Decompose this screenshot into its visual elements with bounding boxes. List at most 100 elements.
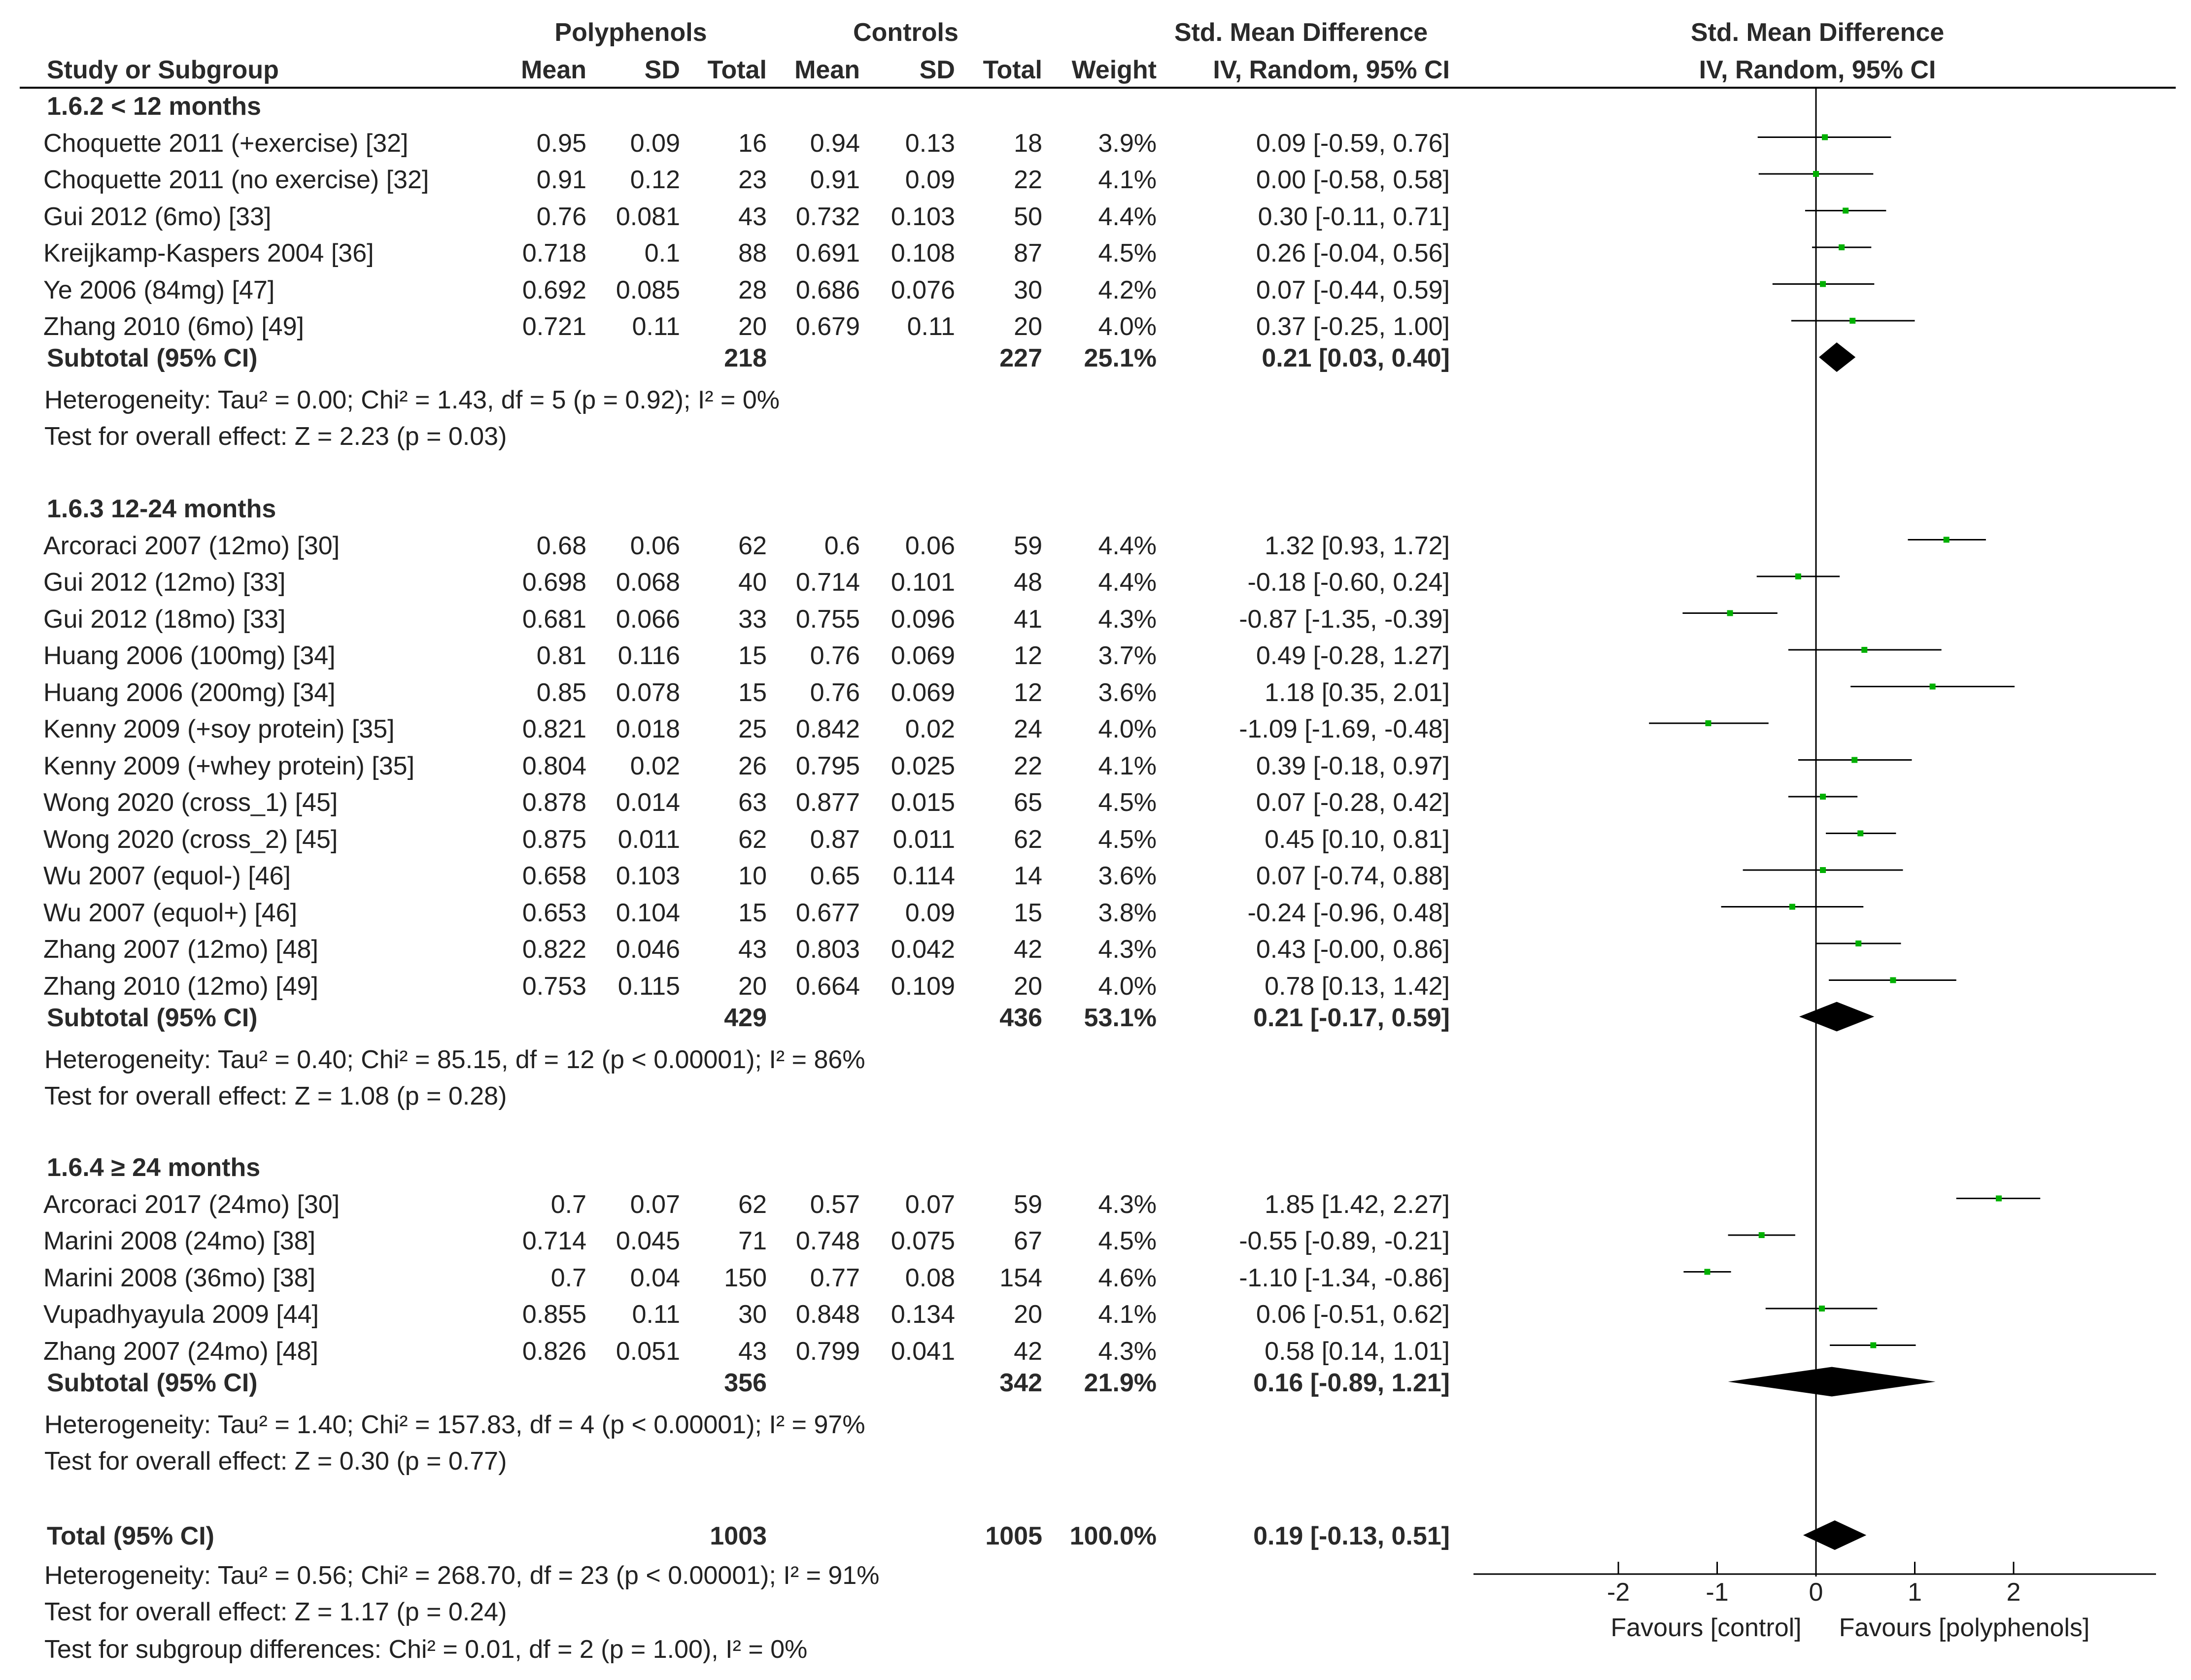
study-total-controls: 20 [1014,1300,1042,1329]
study-sd-controls: 0.13 [905,129,955,158]
study-mean-controls: 0.803 [795,935,860,964]
study-ci: -0.24 [-0.96, 0.48] [1247,898,1450,927]
study-mean-polyphenols: 0.714 [522,1227,586,1255]
study-point-estimate [1820,867,1826,873]
study-mean-controls: 0.664 [795,972,860,1001]
study-total-controls: 20 [1014,972,1042,1001]
study-weight: 4.4% [1098,568,1157,597]
subtotal-weight: 21.9% [1084,1368,1157,1397]
study-total-polyphenols: 43 [738,202,767,231]
header-smd-plot: Std. Mean Difference [1690,18,1945,47]
study-total-polyphenols: 40 [738,568,767,597]
study-sd-controls: 0.011 [892,825,955,854]
study-sd-polyphenols: 0.051 [616,1337,680,1366]
header-sd-c: SD [919,56,955,84]
study-mean-polyphenols: 0.855 [522,1300,586,1329]
overall-effect-text: Test for overall effect: Z = 0.30 (p = 0… [44,1446,507,1476]
study-total-polyphenols: 62 [738,1190,767,1219]
study-weight: 4.1% [1098,1300,1157,1329]
subtotal-diamond [1728,1367,1936,1397]
study-sd-polyphenols: 0.115 [617,972,680,1001]
total-heterogeneity-text: Heterogeneity: Tau² = 0.56; Chi² = 268.7… [44,1561,880,1590]
study-ci: 0.30 [-0.11, 0.71] [1258,202,1450,231]
subtotal-total-polyphenols: 218 [724,344,767,372]
study-total-polyphenols: 30 [738,1300,767,1329]
subtotal-ci: 0.16 [-0.89, 1.21] [1253,1368,1450,1397]
study-ci: -1.10 [-1.34, -0.86] [1239,1263,1450,1292]
study-sd-controls: 0.069 [890,641,955,670]
study-name: Gui 2012 (18mo) [33] [43,605,286,634]
subtotal-total-controls: 436 [999,1003,1042,1032]
study-sd-controls: 0.075 [890,1227,955,1255]
study-name: Marini 2008 (24mo) [38] [43,1227,316,1255]
study-ci: 0.78 [0.13, 1.42] [1265,972,1450,1001]
x-tick-label: -1 [1706,1578,1729,1607]
study-mean-polyphenols: 0.878 [522,788,586,817]
study-total-controls: 62 [1014,825,1042,854]
study-weight: 4.1% [1098,751,1157,780]
subtotal-label: Subtotal (95% CI) [47,344,258,372]
study-ci: 0.00 [-0.58, 0.58] [1256,166,1450,194]
study-sd-polyphenols: 0.103 [616,862,680,890]
study-mean-controls: 0.732 [795,202,860,231]
study-name: Marini 2008 (36mo) [38] [43,1263,316,1292]
study-sd-controls: 0.069 [890,678,955,707]
study-mean-polyphenols: 0.653 [522,898,586,927]
study-sd-controls: 0.02 [905,715,955,743]
study-total-polyphenols: 28 [738,275,767,304]
study-weight: 4.6% [1098,1263,1157,1292]
subtotal-label: Subtotal (95% CI) [47,1368,258,1397]
study-point-estimate [1813,171,1819,177]
study-name: Kreijkamp-Kaspers 2004 [36] [43,239,374,268]
study-sd-polyphenols: 0.09 [630,129,680,158]
study-mean-polyphenols: 0.95 [536,129,586,158]
study-ci: 1.32 [0.93, 1.72] [1265,531,1450,560]
study-weight: 4.1% [1098,166,1157,194]
subtotal-ci: 0.21 [0.03, 0.40] [1262,344,1450,372]
study-total-polyphenols: 62 [738,825,767,854]
study-sd-controls: 0.108 [890,239,955,268]
study-total-controls: 59 [1014,1190,1042,1219]
study-ci: -0.87 [-1.35, -0.39] [1239,605,1450,634]
study-mean-controls: 0.6 [824,531,860,560]
study-mean-polyphenols: 0.753 [522,972,586,1001]
study-mean-polyphenols: 0.91 [536,166,586,194]
header-smd-table: Std. Mean Difference [1174,18,1428,47]
study-weight: 3.6% [1098,862,1157,890]
study-sd-polyphenols: 0.066 [616,605,680,634]
study-sd-controls: 0.096 [890,605,955,634]
study-total-controls: 30 [1014,275,1042,304]
study-total-controls: 12 [1014,678,1042,707]
study-mean-controls: 0.848 [795,1300,860,1329]
study-point-estimate [1890,977,1896,983]
study-point-estimate [1855,941,1862,946]
study-name: Zhang 2010 (12mo) [49] [43,972,318,1001]
subtotal-weight: 53.1% [1084,1003,1157,1032]
study-sd-controls: 0.041 [890,1337,955,1366]
study-point-estimate [1789,904,1795,910]
study-sd-polyphenols: 0.104 [616,898,680,927]
study-total-polyphenols: 26 [738,751,767,780]
study-sd-polyphenols: 0.078 [616,678,680,707]
study-point-estimate [1819,1306,1825,1311]
study-total-polyphenols: 16 [738,129,767,158]
subtotal-weight: 25.1% [1084,344,1157,372]
subtotal-total-controls: 342 [999,1368,1042,1397]
study-mean-controls: 0.691 [795,239,860,268]
study-mean-polyphenols: 0.81 [536,641,586,670]
total-total-polyphenols: 1003 [710,1522,767,1550]
study-sd-controls: 0.015 [890,788,955,817]
study-sd-controls: 0.06 [905,531,955,560]
study-mean-polyphenols: 0.68 [536,531,586,560]
subgroup-title: 1.6.2 < 12 months [47,92,261,121]
study-ci: 0.06 [-0.51, 0.62] [1256,1300,1450,1329]
study-name: Zhang 2010 (6mo) [49] [43,312,304,341]
header-mean-p: Mean [521,56,586,84]
study-weight: 4.5% [1098,1227,1157,1255]
heterogeneity-text: Heterogeneity: Tau² = 0.40; Chi² = 85.15… [44,1045,865,1074]
x-tick-label: -2 [1607,1578,1630,1607]
favours-polyphenols-label: Favours [polyphenols] [1839,1613,2090,1642]
study-total-polyphenols: 20 [738,312,767,341]
study-sd-polyphenols: 0.018 [616,715,680,743]
